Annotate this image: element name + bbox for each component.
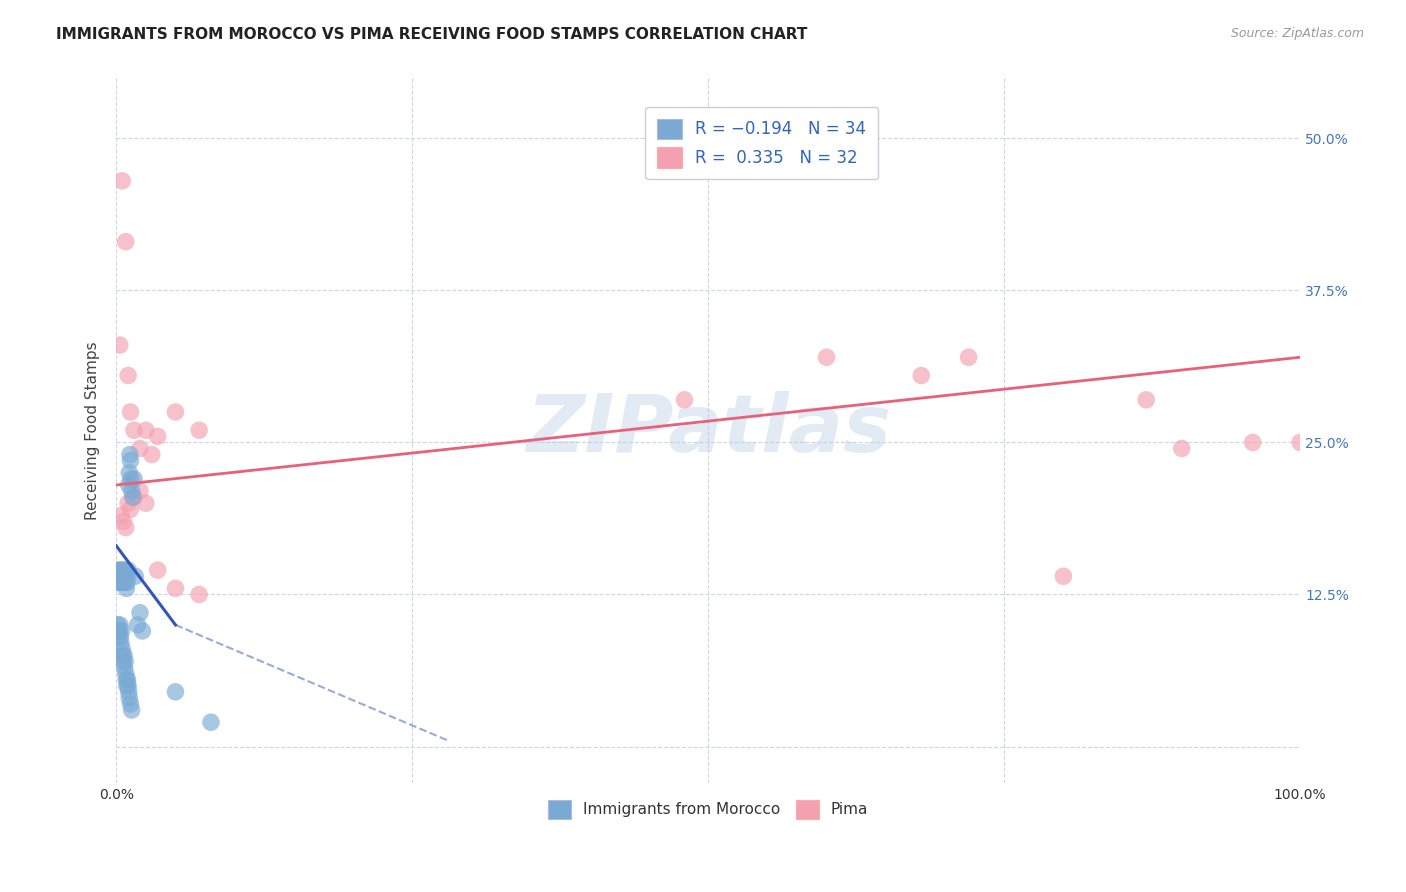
Point (107, 563, 129, 577)
Point (118, 466, 141, 480)
Point (114, 235, 136, 249)
Point (120, 405, 142, 419)
Point (165, 685, 187, 699)
Point (111, 575, 134, 590)
Point (200, 715, 222, 730)
Point (127, 618, 149, 632)
Point (118, 478, 141, 492)
Point (122, 490, 145, 504)
Point (107, 624, 129, 638)
Point (115, 679, 138, 693)
Point (135, 496, 157, 510)
Point (115, 582, 138, 596)
Point (112, 515, 135, 529)
Point (110, 575, 132, 590)
Point (117, 569, 139, 583)
Point (107, 630, 129, 644)
Point (135, 423, 157, 437)
Point (1052, 569, 1074, 583)
Point (117, 563, 139, 577)
Point (129, 606, 152, 620)
Point (115, 575, 138, 590)
Point (108, 624, 131, 638)
Text: IMMIGRANTS FROM MOROCCO VS PIMA RECEIVING FOOD STAMPS CORRELATION CHART: IMMIGRANTS FROM MOROCCO VS PIMA RECEIVIN… (56, 27, 807, 42)
Point (111, 174, 134, 188)
Point (112, 648, 135, 663)
Point (118, 685, 141, 699)
Point (117, 368, 139, 383)
Legend: Immigrants from Morocco, Pima: Immigrants from Morocco, Pima (541, 794, 875, 825)
Point (111, 648, 134, 663)
Point (112, 575, 135, 590)
Point (120, 472, 142, 486)
Point (146, 563, 169, 577)
Point (112, 563, 135, 577)
Point (114, 660, 136, 674)
Point (112, 654, 135, 668)
Point (115, 673, 138, 687)
Point (1135, 392, 1157, 407)
Point (188, 587, 211, 601)
Point (110, 624, 132, 638)
Point (117, 496, 139, 510)
Y-axis label: Receiving Food Stamps: Receiving Food Stamps (86, 341, 100, 519)
Point (1241, 435, 1264, 450)
Point (815, 351, 838, 365)
Point (673, 392, 696, 407)
Point (108, 618, 131, 632)
Point (129, 484, 152, 499)
Point (110, 569, 132, 583)
Point (107, 575, 129, 590)
Point (110, 636, 132, 650)
Point (165, 582, 187, 596)
Point (141, 448, 163, 462)
Text: ZIPatlas: ZIPatlas (526, 392, 890, 469)
Point (165, 405, 187, 419)
Point (114, 563, 136, 577)
Point (131, 624, 153, 638)
Point (120, 453, 142, 467)
Point (114, 666, 136, 681)
Point (108, 575, 131, 590)
Point (120, 502, 142, 516)
Point (121, 484, 143, 499)
Point (117, 679, 139, 693)
Point (110, 630, 132, 644)
Text: Source: ZipAtlas.com: Source: ZipAtlas.com (1230, 27, 1364, 40)
Point (108, 563, 131, 577)
Point (114, 575, 136, 590)
Point (114, 654, 136, 668)
Point (111, 569, 134, 583)
Point (957, 351, 980, 365)
Point (124, 569, 146, 583)
Point (111, 642, 134, 657)
Point (108, 338, 131, 352)
Point (107, 618, 129, 632)
Point (146, 429, 169, 443)
Point (188, 423, 211, 437)
Point (110, 563, 132, 577)
Point (121, 703, 143, 717)
Point (118, 448, 141, 462)
Point (107, 569, 129, 583)
Point (118, 690, 141, 705)
Point (120, 697, 142, 711)
Point (122, 423, 145, 437)
Point (1289, 435, 1312, 450)
Point (910, 368, 932, 383)
Point (114, 520, 136, 534)
Point (110, 508, 132, 523)
Point (117, 673, 139, 687)
Point (114, 569, 136, 583)
Point (122, 472, 145, 486)
Point (129, 442, 152, 456)
Point (121, 490, 143, 504)
Point (1170, 442, 1192, 456)
Point (105, 569, 128, 583)
